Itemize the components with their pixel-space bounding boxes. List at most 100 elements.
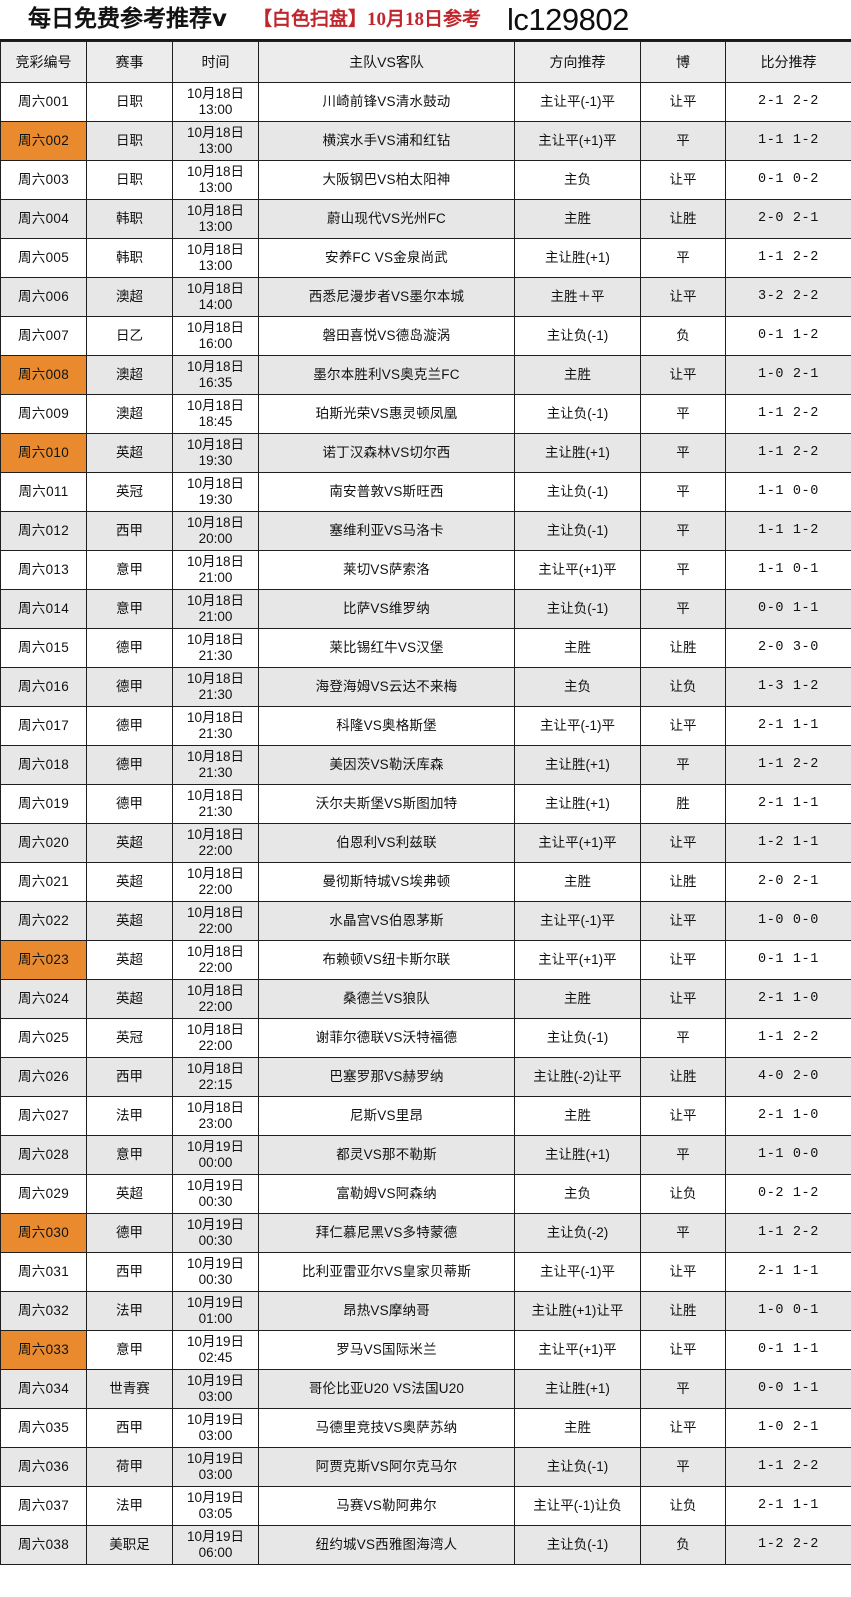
- cell-date: 10月19日: [186, 1412, 245, 1428]
- cell-time: 22:00: [198, 921, 233, 936]
- cell-match-teams: 罗马VS国际米兰: [258, 1330, 515, 1370]
- cell-lottery-id: 周六019: [0, 784, 87, 824]
- cell-date: 10月18日: [186, 827, 245, 843]
- cell-lottery-id: 周六030: [0, 1213, 87, 1253]
- cell-league: 英冠: [86, 1018, 173, 1058]
- cell-match-teams: 磐田喜悦VS德岛漩涡: [258, 316, 515, 356]
- cell-bo: 让胜: [640, 628, 726, 668]
- cell-lottery-id: 周六022: [0, 901, 87, 941]
- table-row: 周六032 法甲 10月19日 01:00 昂热VS摩纳哥 主让胜(+1)让平 让胜 1-0 …: [0, 1291, 851, 1331]
- cell-match-teams: 沃尔夫斯堡VS斯图加特: [258, 784, 515, 824]
- cell-date: 10月18日: [186, 164, 245, 180]
- cell-date: 10月18日: [186, 1100, 245, 1116]
- table-row: 周六037 法甲 10月19日 03:05 马赛VS勒阿弗尔 主让平(-1)让负 让负 2-1…: [0, 1486, 851, 1526]
- cell-time: 16:00: [198, 336, 233, 351]
- cell-datetime: 10月19日 03:00: [172, 1408, 259, 1448]
- cell-date: 10月18日: [186, 1061, 245, 1077]
- cell-match-teams: 水晶宫VS伯恩茅斯: [258, 901, 515, 941]
- cell-date: 10月18日: [186, 281, 245, 297]
- table-row: 周六001 日职 10月18日 13:00 川崎前锋VS清水鼓动 主让平(-1)平 让平 2-…: [0, 82, 851, 122]
- cell-bo: 平: [640, 550, 726, 590]
- cell-datetime: 10月18日 13:00: [172, 121, 259, 161]
- cell-date: 10月18日: [186, 554, 245, 570]
- cell-date: 10月18日: [186, 1022, 245, 1038]
- cell-score-recommendation: 2-0 2-1: [725, 199, 851, 239]
- table-row: 周六026 西甲 10月18日 22:15 巴塞罗那VS赫罗纳 主让胜(-2)让平 让胜 4-…: [0, 1057, 851, 1097]
- cell-league: 英超: [86, 433, 173, 473]
- cell-league: 韩职: [86, 238, 173, 278]
- cell-bo: 让胜: [640, 862, 726, 902]
- cell-bo: 负: [640, 1525, 726, 1565]
- cell-match-teams: 科隆VS奥格斯堡: [258, 706, 515, 746]
- cell-time: 01:00: [198, 1311, 233, 1326]
- cell-lottery-id: 周六023: [0, 940, 87, 980]
- cell-league: 英超: [86, 823, 173, 863]
- cell-league: 法甲: [86, 1486, 173, 1526]
- table-row: 周六034 世青赛 10月19日 03:00 哥伦比亚U20 VS法国U20 主让胜(+1…: [0, 1369, 851, 1409]
- cell-match-teams: 川崎前锋VS清水鼓动: [258, 82, 515, 122]
- cell-date: 10月18日: [186, 125, 245, 141]
- cell-score-recommendation: 1-1 2-2: [725, 433, 851, 473]
- cell-date: 10月19日: [186, 1334, 245, 1350]
- cell-time: 21:30: [198, 648, 233, 663]
- cell-lottery-id: 周六032: [0, 1291, 87, 1331]
- cell-bo: 平: [640, 238, 726, 278]
- table-row: 周六004 韩职 10月18日 13:00 蔚山现代VS光州FC 主胜 让胜 2-0 2-1: [0, 199, 851, 239]
- cell-direction-recommendation: 主让负(-1): [514, 511, 641, 551]
- cell-date: 10月19日: [186, 1529, 245, 1545]
- cell-datetime: 10月18日 13:00: [172, 199, 259, 239]
- cell-lottery-id: 周六025: [0, 1018, 87, 1058]
- cell-league: 西甲: [86, 1408, 173, 1448]
- cell-bo: 平: [640, 121, 726, 161]
- cell-score-recommendation: 0-2 1-2: [725, 1174, 851, 1214]
- cell-datetime: 10月18日 22:00: [172, 862, 259, 902]
- cell-bo: 负: [640, 316, 726, 356]
- cell-time: 00:30: [198, 1233, 233, 1248]
- cell-direction-recommendation: 主让平(-1)让负: [514, 1486, 641, 1526]
- cell-score-recommendation: 1-0 0-0: [725, 901, 851, 941]
- cell-time: 16:35: [198, 375, 233, 390]
- cell-direction-recommendation: 主胜: [514, 1096, 641, 1136]
- table-row: 周六030 德甲 10月19日 00:30 拜仁慕尼黑VS多特蒙德 主让负(-2) 平 1-1…: [0, 1213, 851, 1253]
- cell-time: 22:00: [198, 960, 233, 975]
- cell-lottery-id: 周六021: [0, 862, 87, 902]
- cell-date: 10月18日: [186, 788, 245, 804]
- cell-match-teams: 阿贾克斯VS阿尔克马尔: [258, 1447, 515, 1487]
- cell-score-recommendation: 2-1 1-1: [725, 1252, 851, 1292]
- cell-league: 西甲: [86, 511, 173, 551]
- cell-datetime: 10月18日 22:00: [172, 940, 259, 980]
- author-code: lc129802: [507, 2, 629, 37]
- cell-datetime: 10月19日 06:00: [172, 1525, 259, 1565]
- cell-score-recommendation: 1-1 2-2: [725, 1018, 851, 1058]
- cell-datetime: 10月19日 00:00: [172, 1135, 259, 1175]
- cell-time: 13:00: [198, 258, 233, 273]
- cell-direction-recommendation: 主让胜(+1): [514, 1135, 641, 1175]
- column-header-time: 时间: [172, 41, 259, 83]
- cell-time: 22:00: [198, 999, 233, 1014]
- cell-match-teams: 谢菲尔德联VS沃特福德: [258, 1018, 515, 1058]
- cell-league: 西甲: [86, 1252, 173, 1292]
- cell-time: 19:30: [198, 453, 233, 468]
- cell-lottery-id: 周六035: [0, 1408, 87, 1448]
- table-row: 周六020 英超 10月18日 22:00 伯恩利VS利兹联 主让平(+1)平 让平 1-2 …: [0, 823, 851, 863]
- cell-bo: 让负: [640, 1486, 726, 1526]
- column-header-score: 比分推荐: [725, 41, 851, 83]
- cell-datetime: 10月19日 02:45: [172, 1330, 259, 1370]
- table-row: 周六021 英超 10月18日 22:00 曼彻斯特城VS埃弗顿 主胜 让胜 2-0 2-1: [0, 862, 851, 902]
- cell-league: 日职: [86, 121, 173, 161]
- table-row: 周六033 意甲 10月19日 02:45 罗马VS国际米兰 主让平(+1)平 让平 0-1 …: [0, 1330, 851, 1370]
- cell-league: 英超: [86, 862, 173, 902]
- cell-datetime: 10月19日 03:00: [172, 1369, 259, 1409]
- table-row: 周六007 日乙 10月18日 16:00 磐田喜悦VS德岛漩涡 主让负(-1) 负 0-1 …: [0, 316, 851, 356]
- cell-score-recommendation: 2-1 1-1: [725, 784, 851, 824]
- cell-time: 03:00: [198, 1428, 233, 1443]
- cell-lottery-id: 周六003: [0, 160, 87, 200]
- cell-match-teams: 塞维利亚VS马洛卡: [258, 511, 515, 551]
- table-row: 周六031 西甲 10月19日 00:30 比利亚雷亚尔VS皇家贝蒂斯 主让平(-1)平让…: [0, 1252, 851, 1292]
- cell-date: 10月18日: [186, 866, 245, 882]
- table-row: 周六023 英超 10月18日 22:00 布赖顿VS纽卡斯尔联 主让平(+1)平 让平 0-…: [0, 940, 851, 980]
- cell-direction-recommendation: 主让平(+1)平: [514, 121, 641, 161]
- cell-lottery-id: 周六031: [0, 1252, 87, 1292]
- cell-time: 03:00: [198, 1467, 233, 1482]
- cell-lottery-id: 周六027: [0, 1096, 87, 1136]
